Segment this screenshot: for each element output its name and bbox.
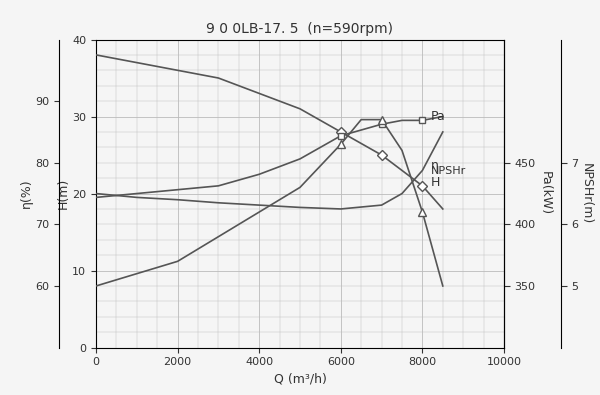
Y-axis label: η(%): η(%) <box>20 179 32 209</box>
Title: 9 0 0LB-17. 5  (n=590rpm): 9 0 0LB-17. 5 (n=590rpm) <box>206 22 394 36</box>
Y-axis label: H(m): H(m) <box>56 178 70 209</box>
Y-axis label: NPSHr(m): NPSHr(m) <box>580 163 593 224</box>
Y-axis label: Pa(kW): Pa(kW) <box>539 171 552 216</box>
Text: Pa: Pa <box>431 110 445 123</box>
X-axis label: Q (m³/h): Q (m³/h) <box>274 373 326 386</box>
Text: H: H <box>431 176 440 189</box>
Text: η: η <box>431 159 439 172</box>
Text: NPSHr: NPSHr <box>431 166 466 176</box>
